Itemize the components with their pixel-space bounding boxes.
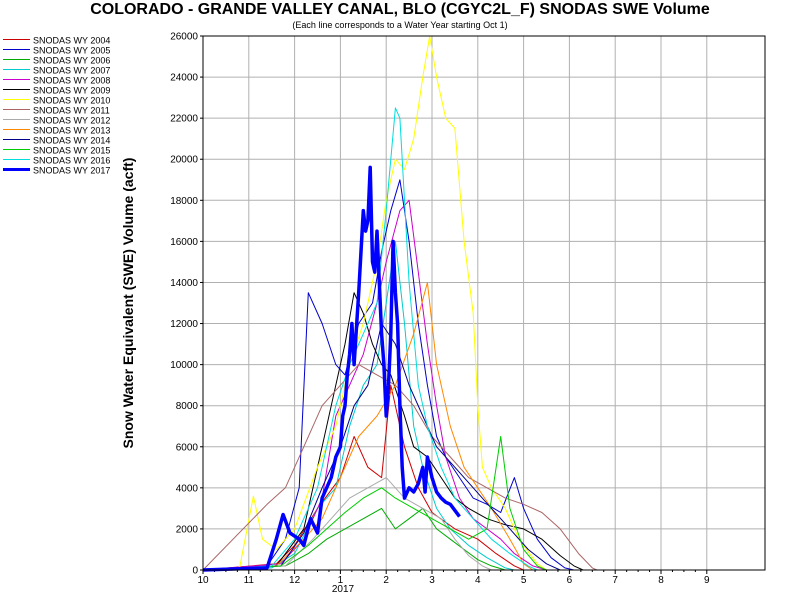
- legend-item: SNODAS WY 2008: [3, 75, 111, 86]
- legend-item: SNODAS WY 2013: [3, 125, 111, 136]
- legend-swatch: [3, 129, 30, 131]
- legend-label: SNODAS WY 2007: [33, 65, 111, 76]
- legend-label: SNODAS WY 2014: [33, 135, 111, 146]
- chart-legend: SNODAS WY 2004 SNODAS WY 2005 SNODAS WY 20…: [3, 35, 111, 176]
- y-tick-label: 4000: [176, 483, 199, 494]
- year-label: 2017: [332, 584, 355, 595]
- series-line-snodas-wy-2006: [202, 507, 506, 571]
- x-tick-label: 11: [244, 575, 255, 586]
- y-tick-label: 24000: [170, 73, 198, 84]
- chart-title: COLORADO - GRANDE VALLEY CANAL, BLO (CGY…: [90, 1, 710, 18]
- plot-frame: [202, 35, 766, 571]
- series-line-snodas-wy-2012: [202, 477, 492, 571]
- legend-item: SNODAS WY 2009: [3, 85, 111, 96]
- legend-label: SNODAS WY 2010: [33, 95, 111, 106]
- legend-item: SNODAS WY 2007: [3, 65, 111, 76]
- x-tick-label: 6: [567, 575, 573, 586]
- legend-label: SNODAS WY 2015: [33, 145, 111, 156]
- legend-item: SNODAS WY 2004: [3, 35, 111, 46]
- legend-item: SNODAS WY 2006: [3, 55, 111, 66]
- legend-swatch: [3, 149, 30, 151]
- legend-swatch: [3, 168, 30, 172]
- series-line-snodas-wy-2015: [202, 436, 547, 571]
- y-tick-label: 16000: [170, 237, 198, 248]
- x-tick-label: 12: [289, 575, 301, 586]
- legend-label: SNODAS WY 2016: [33, 155, 111, 166]
- legend-swatch: [3, 79, 30, 81]
- x-tick-label: 7: [612, 575, 618, 586]
- y-tick-label: 6000: [176, 442, 199, 453]
- y-tick-label: 18000: [170, 196, 198, 207]
- x-tick-label: 8: [658, 575, 664, 586]
- legend-label: SNODAS WY 2006: [33, 55, 111, 66]
- legend-swatch: [3, 99, 30, 101]
- legend-item: SNODAS WY 2016: [3, 155, 111, 166]
- y-tick-label: 2000: [176, 524, 199, 535]
- series-line-snodas-wy-2009: [202, 292, 584, 571]
- y-tick-label: 12000: [170, 319, 198, 330]
- legend-label: SNODAS WY 2011: [33, 105, 110, 116]
- legend-swatch: [3, 89, 30, 91]
- legend-label: SNODAS WY 2005: [33, 45, 111, 56]
- legend-label: SNODAS WY 2012: [33, 115, 111, 126]
- y-tick-label: 26000: [170, 32, 198, 43]
- series-line-snodas-wy-2010: [202, 35, 547, 571]
- x-tick-label: 1: [338, 575, 344, 586]
- y-tick-label: 22000: [170, 114, 198, 125]
- legend-item: SNODAS WY 2015: [3, 145, 111, 156]
- legend-label: SNODAS WY 2017: [33, 165, 111, 176]
- legend-swatch: [3, 59, 30, 61]
- legend-label: SNODAS WY 2004: [33, 35, 111, 46]
- legend-item: SNODAS WY 2010: [3, 95, 111, 106]
- legend-swatch: [3, 49, 30, 51]
- legend-item: SNODAS WY 2012: [3, 115, 111, 126]
- x-tick-label: 9: [704, 575, 710, 586]
- legend-swatch: [3, 139, 30, 141]
- legend-swatch: [3, 159, 30, 161]
- y-tick-label: 0: [192, 566, 198, 577]
- chart-subtitle: (Each line corresponds to a Water Year s…: [292, 20, 508, 30]
- plot-area: [203, 36, 765, 570]
- y-tick-label: 8000: [176, 401, 199, 412]
- x-tick-label: 4: [475, 575, 481, 586]
- legend-item: SNODAS WY 2011: [3, 105, 110, 116]
- legend-swatch: [3, 119, 30, 121]
- legend-label: SNODAS WY 2009: [33, 85, 111, 96]
- y-tick-labels: 0 2000 4000 6000 8000 10000 12000 14000 16000 180…: [170, 32, 198, 577]
- legend-item: SNODAS WY 2014: [3, 135, 111, 146]
- legend-item: SNODAS WY 2005: [3, 45, 111, 56]
- x-tick-label: 3: [429, 575, 435, 586]
- series-lines: [202, 35, 598, 572]
- legend-swatch: [3, 69, 30, 71]
- legend-item: SNODAS WY 2017: [3, 165, 111, 176]
- x-tick-label: 5: [521, 575, 527, 586]
- series-line-snodas-wy-2016: [202, 107, 538, 571]
- series-line-snodas-wy-2005: [202, 179, 575, 571]
- x-tick-label: 10: [197, 575, 209, 586]
- x-tick-label: 2: [383, 575, 389, 586]
- legend-label: SNODAS WY 2008: [33, 75, 111, 86]
- y-tick-label: 20000: [170, 155, 198, 166]
- y-tick-label: 10000: [170, 360, 198, 371]
- legend-swatch: [3, 109, 30, 111]
- legend-label: SNODAS WY 2013: [33, 125, 111, 136]
- y-tick-label: 14000: [170, 278, 198, 289]
- series-line-snodas-wy-2014: [202, 323, 561, 571]
- legend-swatch: [3, 39, 30, 41]
- series-line-snodas-wy-2008: [202, 199, 547, 571]
- series-line-snodas-wy-2017: [202, 165, 461, 572]
- x-tick-labels: 10 11 12 1 2 3 4 5 6 7 8 9: [197, 575, 710, 586]
